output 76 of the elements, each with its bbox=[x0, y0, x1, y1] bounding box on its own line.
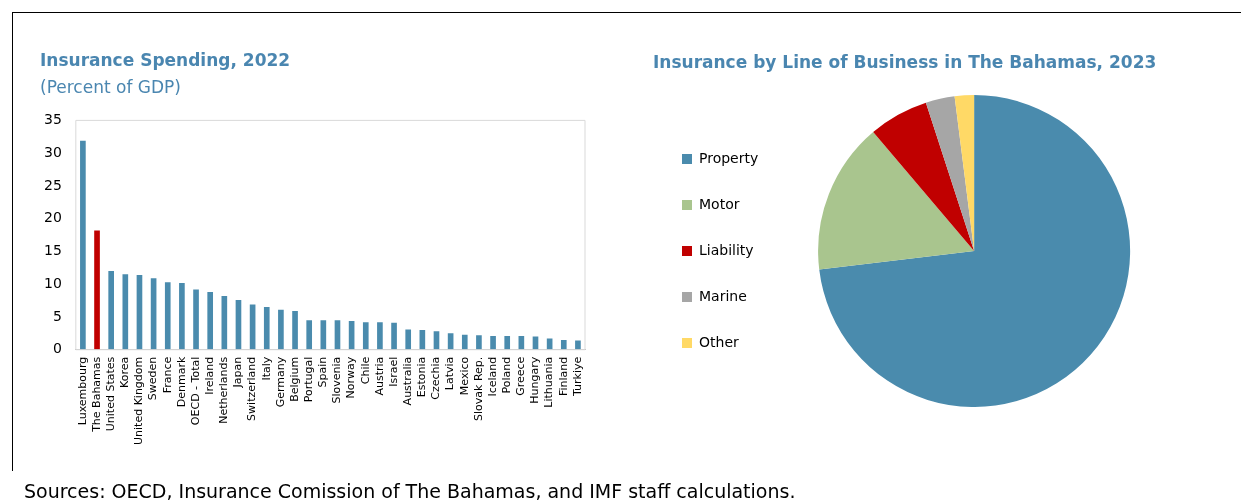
x-tick-label: Portugal bbox=[302, 356, 316, 403]
y-tick-label: 5 bbox=[52, 307, 62, 324]
x-tick-label: The Bahamas bbox=[89, 356, 103, 433]
bar bbox=[122, 274, 129, 350]
x-tick-label: Greece bbox=[514, 356, 528, 396]
y-tick-label: 30 bbox=[43, 143, 62, 160]
x-tick-label: Netherlands bbox=[217, 356, 231, 424]
bar bbox=[575, 340, 581, 350]
legend-label: Liability bbox=[699, 241, 754, 258]
source-note: Sources: OECD, Insurance Comission of The Bahamas, and IMF staff calculations. bbox=[24, 480, 796, 502]
x-tick-label: Norway bbox=[344, 356, 358, 399]
bar bbox=[80, 140, 86, 350]
x-tick-label: Denmark bbox=[174, 356, 188, 408]
chart-subtitle: (Percent of GDP) bbox=[40, 77, 181, 97]
x-tick-label: France bbox=[160, 356, 174, 394]
x-tick-label: Korea bbox=[118, 356, 132, 388]
bar bbox=[278, 309, 284, 350]
bar bbox=[490, 335, 496, 350]
bar bbox=[263, 307, 270, 350]
x-tick-label: Belgium bbox=[287, 356, 301, 402]
bar bbox=[221, 295, 228, 350]
y-tick-label: 25 bbox=[43, 176, 62, 193]
x-tick-label: United Kingdom bbox=[132, 356, 146, 446]
legend-label: Other bbox=[699, 333, 739, 350]
x-tick-label: Switzerland bbox=[245, 356, 259, 421]
x-tick-label: Turkiye bbox=[570, 356, 584, 397]
x-tick-label: Germany bbox=[273, 356, 287, 408]
x-tick-label: Spain bbox=[316, 356, 330, 388]
bar bbox=[108, 271, 114, 350]
bar bbox=[306, 320, 313, 350]
y-tick-label: 0 bbox=[52, 340, 62, 357]
bar bbox=[560, 339, 567, 350]
x-tick-label: Mexico bbox=[457, 356, 471, 396]
x-tick-label: United States bbox=[104, 356, 118, 432]
x-tick-label: Poland bbox=[500, 356, 514, 394]
bar bbox=[179, 282, 185, 350]
x-tick-label: Slovak Rep. bbox=[471, 356, 485, 421]
x-tick-label: OECD - Total bbox=[188, 356, 202, 426]
bar bbox=[405, 329, 412, 350]
x-tick-label: Hungary bbox=[528, 356, 542, 404]
x-tick-label: Latvia bbox=[443, 356, 457, 391]
x-tick-label: Estonia bbox=[415, 356, 429, 398]
x-tick-label: Austria bbox=[372, 356, 386, 396]
bar bbox=[292, 311, 298, 350]
bar bbox=[476, 335, 482, 350]
x-tick-label: Lithuania bbox=[542, 356, 556, 408]
x-tick-label: Czechia bbox=[429, 356, 443, 400]
y-tick-label: 20 bbox=[43, 209, 62, 226]
x-tick-label: Israel bbox=[386, 356, 400, 387]
legend-label: Marine bbox=[699, 287, 747, 304]
chart-title: Insurance by Line of Business in The Bahamas, 2023 bbox=[653, 52, 1157, 72]
bar bbox=[207, 292, 214, 350]
y-tick-label: 35 bbox=[43, 111, 62, 128]
y-tick-label: 15 bbox=[43, 242, 62, 259]
x-tick-label: Slovenia bbox=[330, 356, 344, 404]
x-tick-label: Sweden bbox=[146, 356, 160, 401]
bar bbox=[94, 230, 100, 350]
bar bbox=[164, 282, 171, 350]
x-tick-label: Chile bbox=[358, 356, 372, 385]
x-tick-label: Australia bbox=[401, 356, 415, 406]
x-tick-label: Ireland bbox=[203, 356, 217, 395]
legend-label: Property bbox=[699, 149, 759, 166]
legend-label: Motor bbox=[699, 195, 740, 212]
bar bbox=[461, 334, 468, 350]
y-tick-label: 10 bbox=[43, 274, 62, 291]
chart-title: Insurance Spending, 2022 bbox=[40, 50, 291, 70]
x-tick-label: Finland bbox=[556, 356, 570, 397]
bar bbox=[362, 322, 369, 350]
x-tick-label: Japan bbox=[231, 356, 245, 389]
bar bbox=[377, 322, 383, 350]
bar bbox=[504, 335, 511, 350]
x-tick-label: Italy bbox=[259, 356, 273, 381]
bar bbox=[193, 289, 199, 350]
bar bbox=[391, 322, 397, 350]
x-tick-label: Iceland bbox=[485, 356, 499, 397]
x-tick-label: Luxembourg bbox=[75, 356, 89, 426]
